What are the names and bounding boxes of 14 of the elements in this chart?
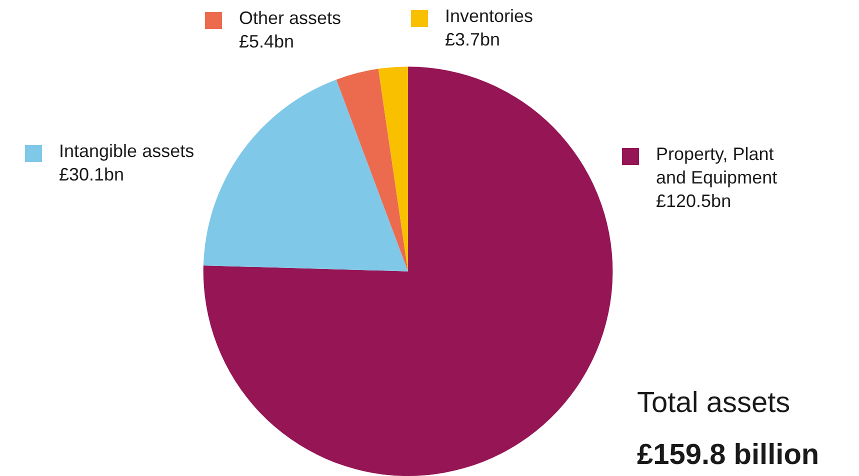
pie-slice [336, 68, 408, 272]
pie-slice [203, 66, 613, 476]
legend-label: Intangible assets [59, 141, 194, 161]
data-label: £5.4bn [239, 31, 294, 52]
data-label: £120.5bn [656, 190, 732, 211]
legend-label: Property, Plant and Equipment [656, 144, 778, 188]
legend-label: Inventories [445, 6, 534, 26]
data-label: £30.1bn [59, 164, 124, 184]
pie-slice [378, 66, 408, 272]
legend-label: Other assets [239, 8, 342, 28]
text: £159.8 billion [637, 439, 820, 471]
data-label: £3.7bn [445, 29, 500, 50]
pie-slice [203, 80, 408, 272]
text: Total assets [637, 387, 790, 419]
